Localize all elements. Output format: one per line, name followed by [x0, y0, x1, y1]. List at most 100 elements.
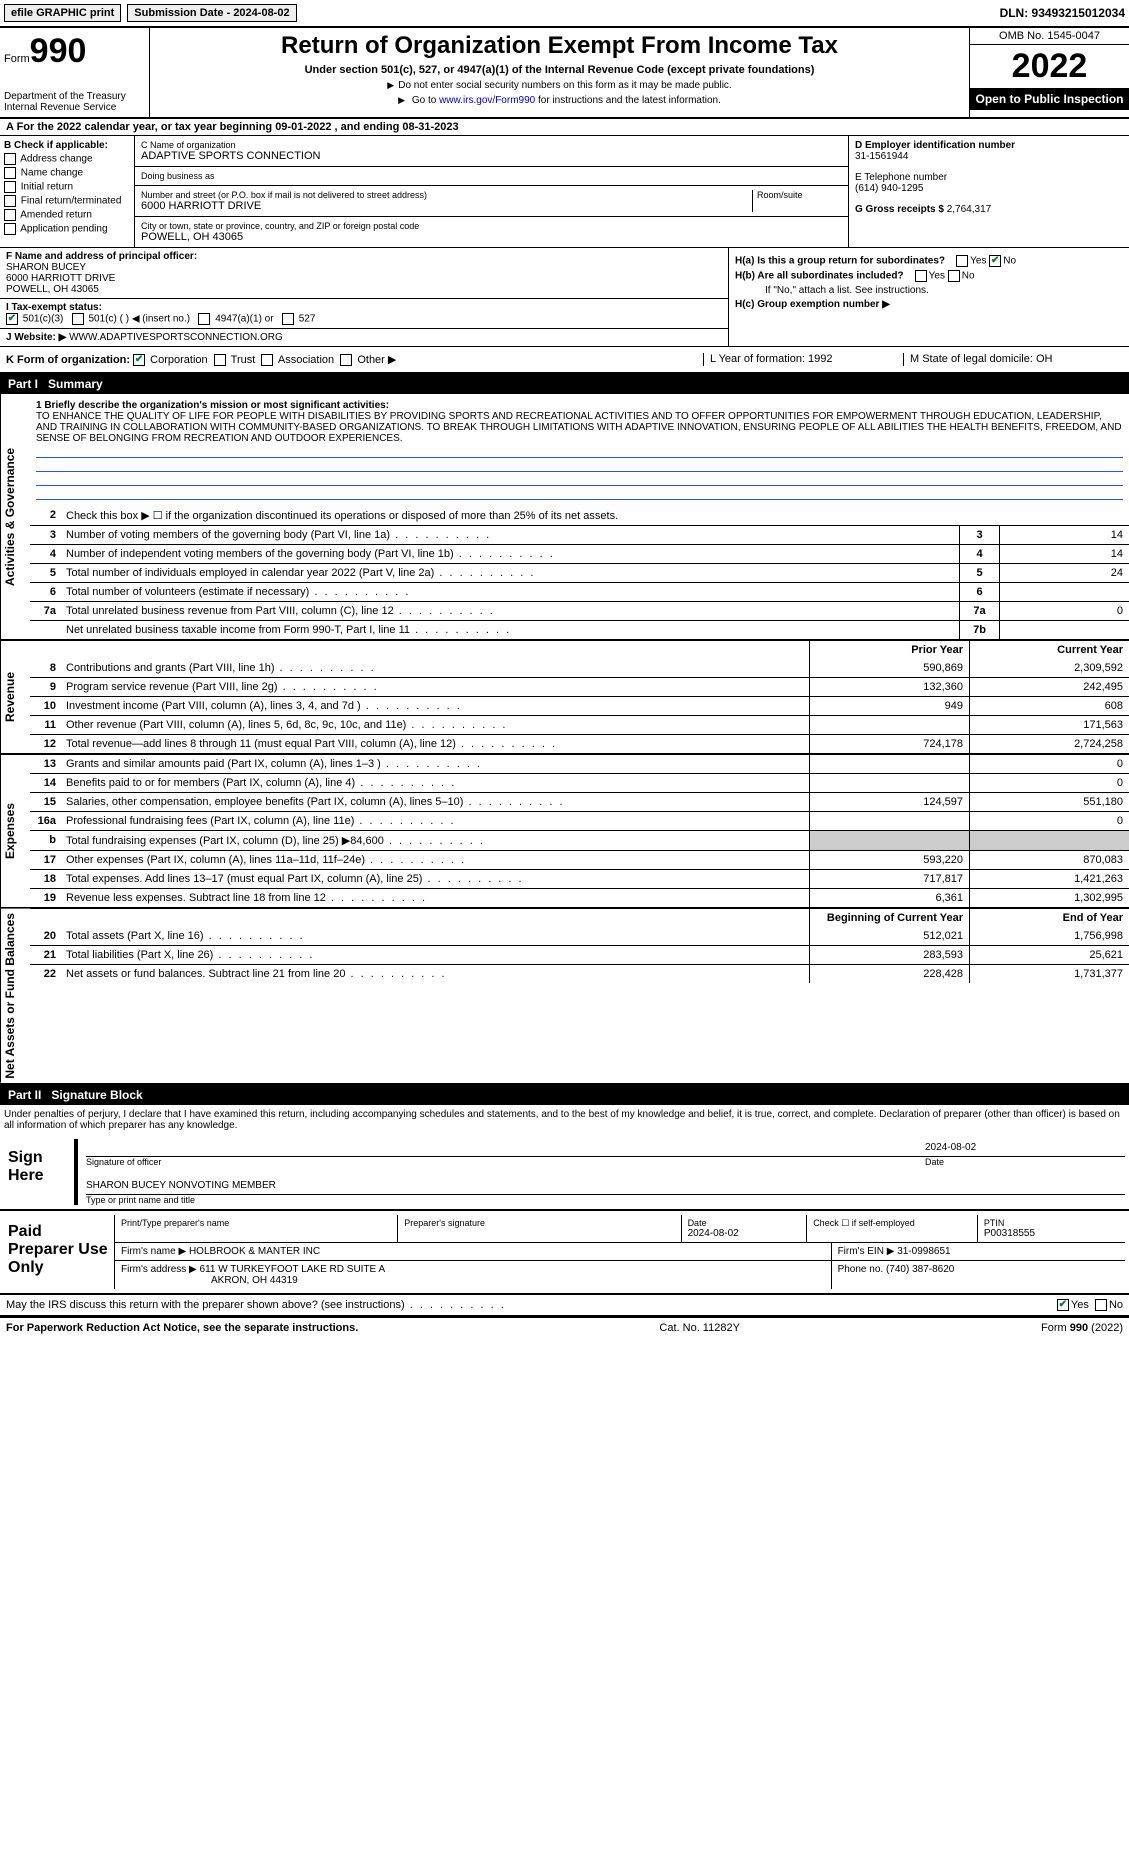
table-row: 5Total number of individuals employed in…	[30, 563, 1129, 582]
table-row: 17Other expenses (Part IX, column (A), l…	[30, 850, 1129, 869]
year-formation: L Year of formation: 1992	[703, 353, 903, 366]
dln-label: DLN: 93493215012034	[1000, 6, 1125, 20]
topbar: efile GRAPHIC print Submission Date - 20…	[0, 0, 1129, 28]
form-number: 990	[30, 32, 87, 70]
cb-app-pending[interactable]: Application pending	[4, 223, 130, 235]
row-k: K Form of organization: Corporation Trus…	[0, 347, 1129, 374]
cb-trust[interactable]	[214, 354, 226, 366]
part1-header: Part I Summary	[0, 374, 1129, 394]
city-state-zip: POWELL, OH 43065	[141, 231, 842, 243]
form-title: Return of Organization Exempt From Incom…	[158, 32, 961, 60]
ein: 31-1561944	[855, 151, 908, 162]
prep-date: 2024-08-02	[688, 1228, 739, 1239]
cb-discuss-yes[interactable]	[1057, 1299, 1069, 1311]
firm-phone: (740) 387-8620	[886, 1264, 954, 1275]
row-a: A For the 2022 calendar year, or tax yea…	[0, 119, 1129, 136]
omb-number: OMB No. 1545-0047	[970, 28, 1129, 45]
table-row: 3Number of voting members of the governi…	[30, 525, 1129, 544]
table-row: 12Total revenue—add lines 8 through 11 (…	[30, 734, 1129, 753]
cb-other[interactable]	[340, 354, 352, 366]
table-row: 15Salaries, other compensation, employee…	[30, 792, 1129, 811]
col-c: C Name of organization ADAPTIVE SPORTS C…	[135, 136, 849, 247]
cb-corp[interactable]	[133, 354, 145, 366]
firm-ein: 31-0998651	[897, 1246, 950, 1257]
telephone: (614) 940-1295	[855, 183, 923, 194]
ptin: P00318555	[984, 1228, 1035, 1239]
header-left: Form990 Department of the Treasury Inter…	[0, 28, 150, 117]
table-row: Net unrelated business taxable income fr…	[30, 620, 1129, 639]
revenue-section: Revenue Prior Year Current Year 8Contrib…	[0, 641, 1129, 755]
cb-address-change[interactable]: Address change	[4, 153, 130, 165]
row-j: J Website: ▶ WWW.ADAPTIVESPORTSCONNECTIO…	[0, 329, 728, 346]
table-row: 7aTotal unrelated business revenue from …	[30, 601, 1129, 620]
cb-501c3[interactable]	[6, 313, 18, 325]
cat-no: Cat. No. 11282Y	[659, 1322, 740, 1334]
paid-prep-label: Paid Preparer Use Only	[4, 1215, 114, 1289]
cb-initial-return[interactable]: Initial return	[4, 181, 130, 193]
form-footer: Form 990 (2022)	[1041, 1322, 1123, 1334]
table-row: 6Total number of volunteers (estimate if…	[30, 582, 1129, 601]
cb-ha-yes[interactable]	[956, 255, 968, 267]
tax-year: 2022	[970, 45, 1129, 88]
table-row: 16aProfessional fundraising fees (Part I…	[30, 811, 1129, 830]
irs-link[interactable]: www.irs.gov/Form990	[439, 95, 535, 106]
row-i: I Tax-exempt status: 501(c)(3) 501(c) ( …	[0, 299, 728, 329]
officer-name: SHARON BUCEY	[6, 262, 86, 273]
mission-text: TO ENHANCE THE QUALITY OF LIFE FOR PEOPL…	[36, 411, 1122, 444]
table-row: 4Number of independent voting members of…	[30, 544, 1129, 563]
side-net: Net Assets or Fund Balances	[0, 909, 30, 1083]
header-right: OMB No. 1545-0047 2022 Open to Public In…	[969, 28, 1129, 117]
footer: For Paperwork Reduction Act Notice, see …	[0, 1317, 1129, 1338]
sig-declaration: Under penalties of perjury, I declare th…	[4, 1109, 1125, 1131]
side-exp: Expenses	[0, 755, 30, 907]
paperwork-notice: For Paperwork Reduction Act Notice, see …	[6, 1322, 358, 1334]
street-address: 6000 HARRIOTT DRIVE	[141, 200, 752, 212]
cb-527[interactable]	[282, 313, 294, 325]
net-assets-section: Net Assets or Fund Balances Beginning of…	[0, 909, 1129, 1085]
mission: 1 Briefly describe the organization's mi…	[30, 394, 1129, 506]
cb-discuss-no[interactable]	[1095, 1299, 1107, 1311]
gross-receipts: 2,764,317	[947, 204, 992, 215]
table-row: 20Total assets (Part X, line 16)512,0211…	[30, 927, 1129, 945]
open-public-badge: Open to Public Inspection	[970, 88, 1129, 110]
cb-assoc[interactable]	[261, 354, 273, 366]
state-domicile: M State of legal domicile: OH	[903, 353, 1123, 366]
efile-button[interactable]: efile GRAPHIC print	[4, 4, 121, 22]
form-subtitle: Under section 501(c), 527, or 4947(a)(1)…	[158, 64, 961, 76]
cb-amended[interactable]: Amended return	[4, 209, 130, 221]
part2-header: Part II Signature Block	[0, 1085, 1129, 1105]
cb-ha-no[interactable]	[989, 255, 1001, 267]
form-label: Form	[4, 53, 30, 65]
firm-addr1: 611 W TURKEYFOOT LAKE RD SUITE A	[200, 1264, 386, 1275]
cb-4947[interactable]	[198, 313, 210, 325]
table-row: 2Check this box ▶ ☐ if the organization …	[30, 506, 1129, 525]
website: WWW.ADAPTIVESPORTSCONNECTION.ORG	[69, 332, 283, 343]
firm-name: HOLBROOK & MANTER INC	[189, 1246, 320, 1257]
table-row: 21Total liabilities (Part X, line 26)283…	[30, 945, 1129, 964]
side-gov: Activities & Governance	[0, 394, 30, 639]
signature-block: Under penalties of perjury, I declare th…	[0, 1105, 1129, 1211]
cb-hb-no[interactable]	[948, 270, 960, 282]
section-bcd: B Check if applicable: Address change Na…	[0, 136, 1129, 248]
submission-date-button[interactable]: Submission Date - 2024-08-02	[127, 4, 296, 22]
cb-final-return[interactable]: Final return/terminated	[4, 195, 130, 207]
cb-hb-yes[interactable]	[915, 270, 927, 282]
table-row: 22Net assets or fund balances. Subtract …	[30, 964, 1129, 983]
sig-date: 2024-08-02	[925, 1142, 1125, 1153]
note-link: Go to www.irs.gov/Form990 for instructio…	[158, 95, 961, 106]
officer-name-title: SHARON BUCEY NONVOTING MEMBER	[86, 1177, 1125, 1195]
sign-here-label: Sign Here	[4, 1139, 74, 1205]
row-f: F Name and address of principal officer:…	[0, 248, 728, 299]
paid-preparer-block: Paid Preparer Use Only Print/Type prepar…	[0, 1211, 1129, 1295]
cb-501c[interactable]	[72, 313, 84, 325]
table-row: 18Total expenses. Add lines 13–17 (must …	[30, 869, 1129, 888]
may-irs-row: May the IRS discuss this return with the…	[0, 1295, 1129, 1317]
cb-name-change[interactable]: Name change	[4, 167, 130, 179]
col-d: D Employer identification number31-15619…	[849, 136, 1129, 247]
note-ssn: Do not enter social security numbers on …	[158, 80, 961, 91]
col-h: H(a) Is this a group return for subordin…	[729, 248, 1129, 346]
section-fijh: F Name and address of principal officer:…	[0, 248, 1129, 347]
net-header-row: Beginning of Current Year End of Year	[30, 909, 1129, 927]
org-name: ADAPTIVE SPORTS CONNECTION	[141, 150, 842, 162]
expenses-section: Expenses 13Grants and similar amounts pa…	[0, 755, 1129, 909]
